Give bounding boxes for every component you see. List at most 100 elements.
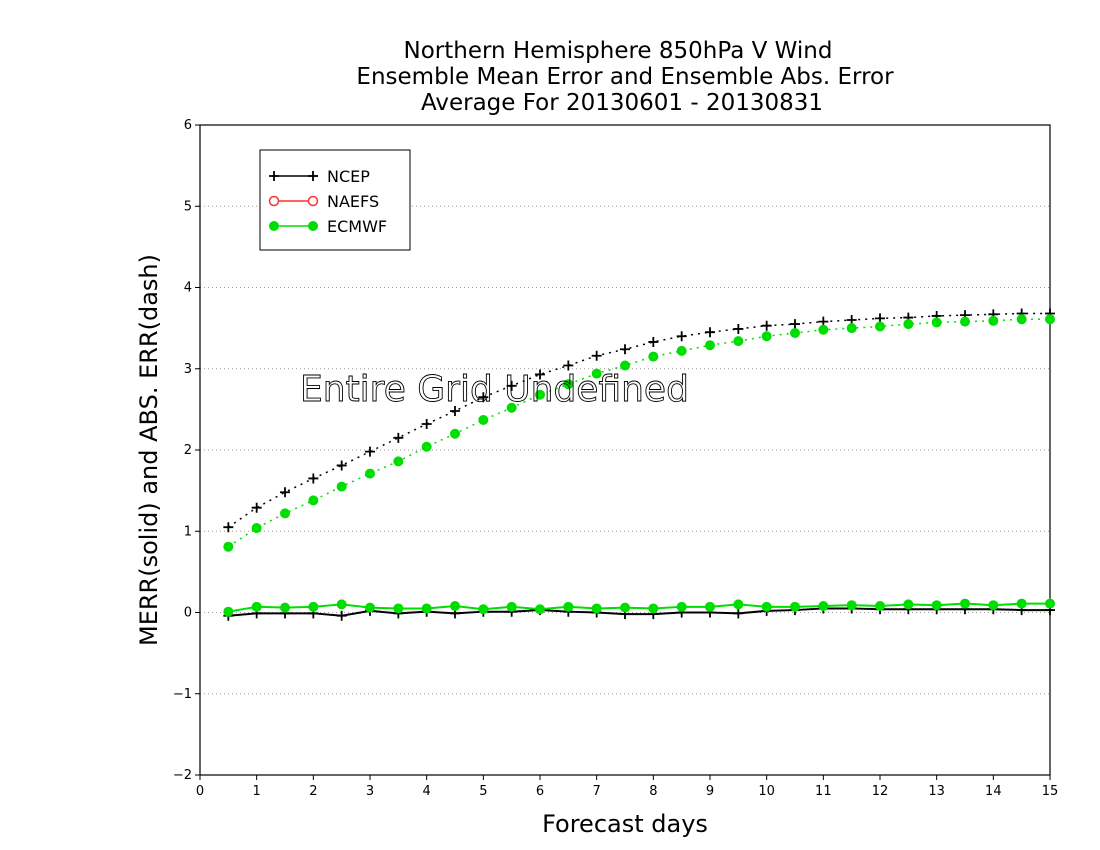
ecmwf-abs-err-point — [846, 323, 857, 334]
y-tick-label: −2 — [173, 768, 192, 783]
x-axis-label: Forecast days — [542, 810, 708, 838]
ecmwf-merr-point — [846, 600, 857, 611]
x-tick-label: 5 — [479, 784, 487, 799]
ncep-abs-err-line — [227, 312, 1050, 528]
x-tick-label: 12 — [872, 784, 889, 799]
ecmwf-abs-err-point — [676, 345, 687, 356]
ecmwf-abs-err-point — [563, 379, 574, 390]
legend-box — [259, 149, 411, 251]
ecmwf-merr-point — [875, 601, 885, 611]
title-line-3: Average For 20130601 - 20130831 — [421, 90, 823, 116]
ecmwf-abs-err-point — [733, 336, 744, 347]
x-tick-label: 14 — [985, 784, 1002, 799]
ecmwf-merr-point — [223, 606, 234, 617]
ecmwf-merr-point — [450, 601, 460, 611]
ncep-abs-err-point — [478, 392, 489, 403]
ncep-abs-err-point — [563, 360, 574, 371]
ecmwf-abs-err-point — [705, 340, 715, 351]
ecmwf-merr-point — [705, 601, 715, 612]
ncep-merr-point — [336, 610, 347, 621]
ecmwf-abs-err-line — [227, 318, 1050, 548]
ecmwf-merr-point — [931, 600, 942, 611]
y-axis-label: MERR(solid) and ABS. ERR(dash) — [135, 254, 163, 646]
ecmwf-merr-point — [903, 599, 914, 610]
ncep-abs-err-point — [676, 331, 687, 342]
y-tick-label: 5 — [184, 199, 192, 214]
ecmwf-abs-err-point — [251, 523, 262, 533]
ncep-abs-err-point — [280, 487, 290, 498]
ecmwf-abs-err-point — [506, 402, 517, 413]
ecmwf-merr-point — [818, 601, 829, 611]
ecmwf-merr-point — [280, 602, 290, 613]
y-tick-label: 6 — [184, 118, 192, 133]
x-tick-label: 7 — [593, 784, 601, 799]
ecmwf-abs-err-point — [308, 495, 319, 506]
ecmwf-abs-err-point — [393, 456, 404, 467]
ncep-abs-err-point — [393, 432, 404, 443]
ecmwf-abs-err-point — [535, 389, 545, 400]
ecmwf-abs-err-point — [365, 468, 375, 479]
ecmwf-abs-err-point — [421, 441, 432, 452]
ecmwf-abs-err-point — [336, 481, 347, 492]
ecmwf-merr-point — [620, 602, 630, 613]
ecmwf-merr-point — [365, 602, 375, 613]
ecmwf-merr-point — [308, 601, 319, 612]
ecmwf-abs-err-point — [478, 414, 489, 425]
ecmwf-merr-point — [676, 601, 687, 612]
legend-marker-ecmwf — [308, 221, 318, 231]
ncep-merr-point — [733, 608, 744, 619]
x-tick-label: 1 — [253, 784, 261, 799]
ncep-abs-err-point — [223, 522, 234, 533]
ncep-abs-err-point — [308, 473, 319, 484]
ncep-abs-err-point — [733, 323, 744, 334]
y-tick-label: 3 — [184, 362, 192, 377]
ncep-abs-err-point — [336, 460, 347, 471]
ecmwf-merr-point — [1016, 598, 1027, 609]
legend: NCEP NAEFS ECMWF — [259, 149, 411, 251]
ecmwf-merr-point — [421, 603, 432, 614]
y-tick-label: 2 — [184, 443, 192, 458]
ncep-abs-err-point — [421, 419, 432, 429]
legend-marker-ecmwf — [269, 221, 279, 231]
legend-marker-naefs — [268, 195, 280, 207]
x-tick-label: 4 — [423, 784, 431, 799]
y-tick-label: −1 — [173, 687, 192, 702]
legend-marker-naefs — [307, 195, 319, 207]
ecmwf-abs-err-point — [875, 321, 885, 332]
ecmwf-abs-err-point — [620, 360, 630, 371]
ecmwf-merr-point — [790, 601, 800, 612]
ecmwf-merr-point — [960, 598, 970, 609]
ncep-abs-err-point — [705, 327, 715, 338]
ecmwf-merr-point — [648, 603, 659, 614]
x-tick-label: 11 — [815, 784, 832, 799]
ncep-abs-err-point — [251, 502, 262, 513]
title-line-2: Ensemble Mean Error and Ensemble Abs. Er… — [356, 64, 894, 90]
ncep-abs-err-point — [506, 380, 517, 391]
y-tick-label: 4 — [184, 281, 192, 296]
legend-label-naefs: NAEFS — [327, 192, 379, 211]
legend-marker-ncep — [269, 171, 279, 181]
ecmwf-abs-err-point — [450, 428, 460, 439]
ecmwf-merr-point — [251, 601, 262, 612]
ncep-abs-err-point — [591, 350, 602, 361]
legend-marker-ncep — [308, 171, 318, 181]
ecmwf-merr-point — [478, 604, 489, 615]
ncep-merr-line — [228, 607, 1050, 617]
x-tick-label: 6 — [536, 784, 544, 799]
legend-label-ncep: NCEP — [327, 167, 370, 186]
x-tick-label: 0 — [196, 784, 204, 799]
legend-label-ecmwf: ECMWF — [327, 217, 387, 236]
ecmwf-merr-point — [563, 601, 574, 612]
ecmwf-abs-err-point — [1045, 314, 1055, 325]
x-tick-label: 8 — [649, 784, 657, 799]
ecmwf-abs-err-point — [931, 317, 942, 328]
ecmwf-merr-point — [733, 599, 744, 610]
ecmwf-merr-point — [393, 603, 404, 614]
ecmwf-abs-err-point — [223, 541, 234, 552]
ecmwf-merr-point — [591, 603, 602, 614]
x-tick-label: 13 — [928, 784, 945, 799]
ecmwf-merr-point — [506, 601, 517, 612]
x-tick-label: 2 — [309, 784, 317, 799]
grid — [200, 205, 1050, 695]
x-tick-label: 3 — [366, 784, 374, 799]
